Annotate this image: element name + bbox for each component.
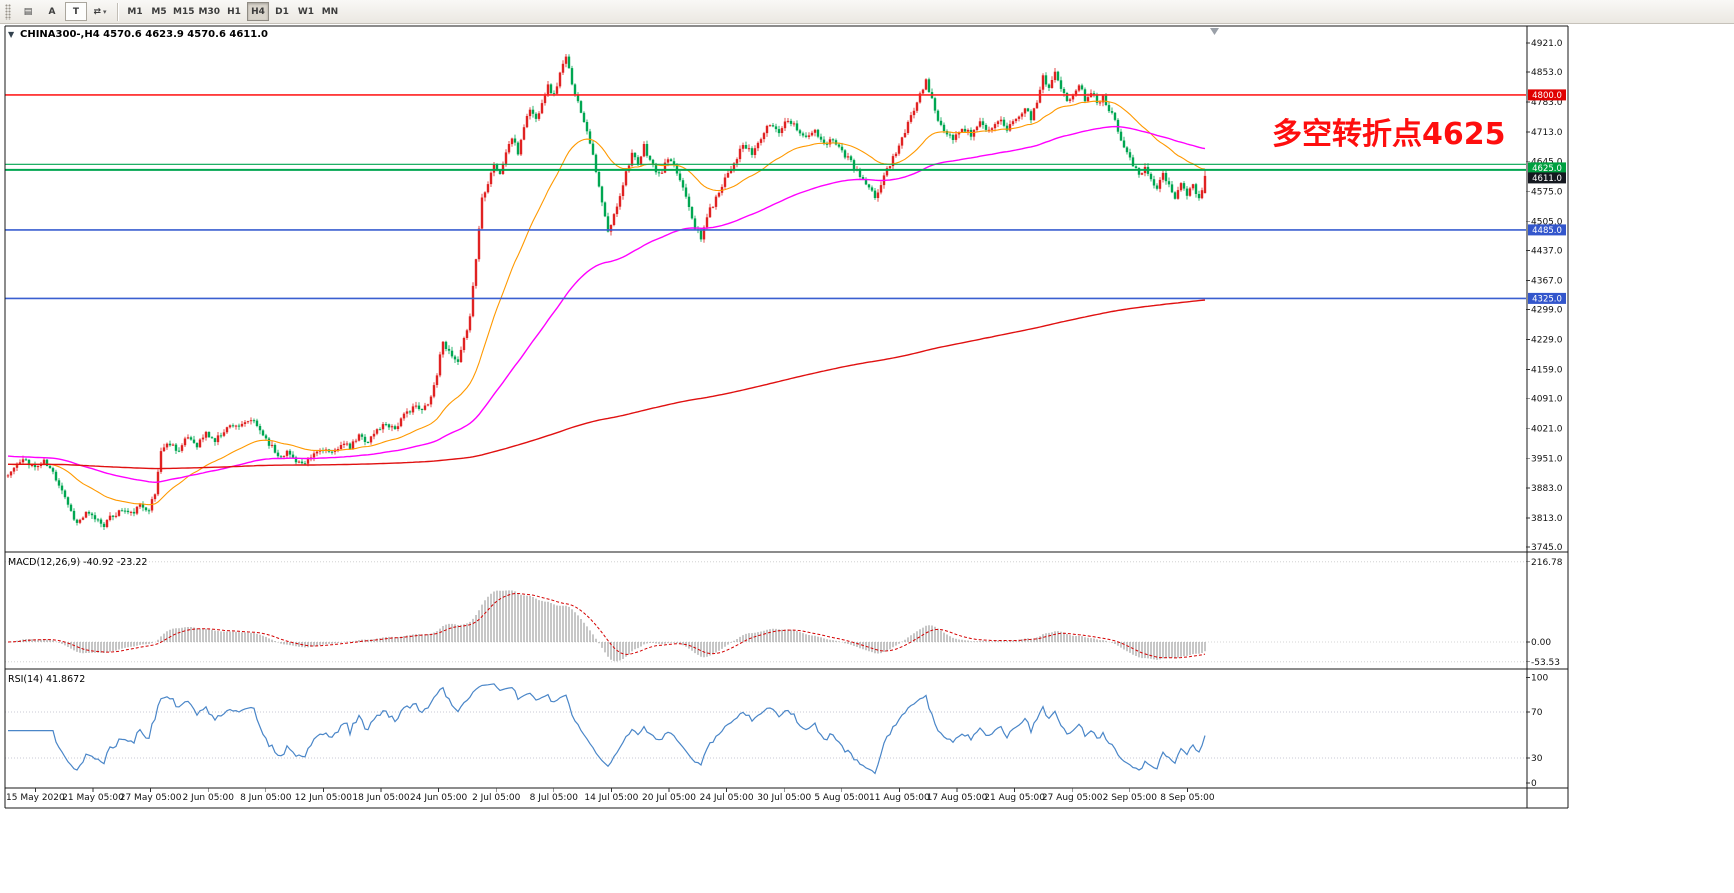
price-axis-label: 3813.0 xyxy=(1531,514,1563,524)
timeframe-d1-button[interactable]: D1 xyxy=(271,2,293,21)
macd-signal-line xyxy=(7,593,1206,659)
macd-histogram xyxy=(10,590,1206,662)
macd-scale-label: 0.00 xyxy=(1531,638,1551,648)
time-axis-label: 2 Sep 05:00 xyxy=(1103,793,1158,803)
time-axis-label: 8 Jul 05:00 xyxy=(530,793,579,803)
price-axis-label: 3745.0 xyxy=(1531,543,1563,553)
time-axis-label: 14 Jul 05:00 xyxy=(584,793,638,803)
time-axis-label: 5 Aug 05:00 xyxy=(814,793,869,803)
dropdown-caret-icon: ▾ xyxy=(103,7,107,16)
level-price-badge-text: 4325.0 xyxy=(1532,294,1562,304)
level-price-badge xyxy=(1528,224,1566,236)
time-axis-label: 17 Aug 05:00 xyxy=(927,793,988,803)
time-axis-label: 8 Jun 05:00 xyxy=(240,793,292,803)
time-axis-label: 24 Jul 05:00 xyxy=(700,793,754,803)
price-axis-label: 4853.0 xyxy=(1531,68,1563,78)
price-axis-label: 4299.0 xyxy=(1531,306,1563,316)
price-axis-label: 4021.0 xyxy=(1531,425,1563,435)
time-axis-label: 24 Jun 05:00 xyxy=(410,793,467,803)
price-axis-label: 4645.0 xyxy=(1531,157,1563,167)
ma-line-medium xyxy=(7,125,1206,484)
timeframe-h1-button[interactable]: H1 xyxy=(223,2,245,21)
time-axis-label: 20 Jul 05:00 xyxy=(642,793,696,803)
arrows-tool-button[interactable]: ⇄ ▾ xyxy=(89,2,111,21)
t-tool-button[interactable]: T xyxy=(65,2,87,21)
current-price-badge-text: 4611.0 xyxy=(1532,174,1562,184)
price-axis-label: 4575.0 xyxy=(1531,187,1563,197)
toolbar-separator xyxy=(117,2,118,21)
time-axis-label: 21 Aug 05:00 xyxy=(984,793,1045,803)
time-axis-label: 21 May 05:00 xyxy=(62,793,124,803)
chart-title: CHINA300-,H4 4570.6 4623.9 4570.6 4611.0 xyxy=(20,29,268,40)
macd-scale-label: -53.53 xyxy=(1531,658,1560,668)
level-price-badge-text: 4485.0 xyxy=(1532,226,1562,236)
rsi-scale-label: 0 xyxy=(1531,779,1537,789)
pane-borders xyxy=(4,25,1569,809)
timeframe-h4-button[interactable]: H4 xyxy=(246,2,269,21)
timeframe-mn-button[interactable]: MN xyxy=(319,2,341,21)
a-tool-icon: A xyxy=(48,6,56,17)
price-axis-label: 4437.0 xyxy=(1531,246,1563,256)
swap-arrows-icon: ⇄ xyxy=(93,6,102,17)
rsi-scale-label: 100 xyxy=(1531,674,1548,684)
price-axis-label: 4921.0 xyxy=(1531,39,1563,49)
toolbar: ▤ A T ⇄ ▾ M1 M5 M15 M30 H1 H4 D1 W1 MN xyxy=(0,0,1734,24)
price-axis-label: 3951.0 xyxy=(1531,455,1563,465)
timeframe-m5-button[interactable]: M5 xyxy=(148,2,170,21)
price-axis-label: 4713.0 xyxy=(1531,128,1563,138)
time-axis-label: 2 Jul 05:00 xyxy=(472,793,521,803)
rsi-scale-label: 30 xyxy=(1531,754,1543,764)
toolbar-drag-handle[interactable] xyxy=(5,3,11,20)
current-price-badge xyxy=(1528,172,1566,184)
time-axis-label: 8 Sep 05:00 xyxy=(1160,793,1215,803)
time-axis-label: 18 Jun 05:00 xyxy=(352,793,409,803)
ma-line-slow xyxy=(8,299,1206,470)
one-click-trading-arrow-icon[interactable]: ▼ xyxy=(8,30,15,39)
time-axis-label: 12 Jun 05:00 xyxy=(295,793,352,803)
chart-layers: 4921.0 4853.0 4783.0 4713.0 4645.0 4575.0 4505… xyxy=(4,25,1569,809)
price-axis-label: 4229.0 xyxy=(1531,336,1563,346)
annotation-text[interactable]: 多空转折点4625 xyxy=(1272,117,1506,152)
price-axis-label: 4159.0 xyxy=(1531,366,1563,376)
level-price-badge xyxy=(1528,162,1566,174)
macd-scale-label: 216.78 xyxy=(1531,558,1563,568)
t-tool-icon: T xyxy=(72,6,80,17)
level-price-badge-text: 4800.0 xyxy=(1532,91,1562,101)
grid-icon-button[interactable]: ▤ xyxy=(17,2,39,21)
chart-canvas[interactable]: 4921.0 4853.0 4783.0 4713.0 4645.0 4575.0 4505… xyxy=(0,24,1734,814)
level-price-badge xyxy=(1528,292,1566,304)
time-axis-label: 30 Jul 05:00 xyxy=(757,793,811,803)
time-axis-label: 2 Jun 05:00 xyxy=(182,793,234,803)
level-price-badge xyxy=(1528,89,1566,101)
grid-icon: ▤ xyxy=(23,6,33,17)
timeframe-m1-button[interactable]: M1 xyxy=(124,2,146,21)
rsi-indicator-label: RSI(14) 41.8672 xyxy=(8,674,85,685)
time-axis-label: 11 Aug 05:00 xyxy=(869,793,930,803)
level-price-badge-text: 4625.0 xyxy=(1532,164,1562,174)
price-axis-label: 4505.0 xyxy=(1531,217,1563,227)
rsi-line xyxy=(8,683,1206,775)
time-axis-label: 27 May 05:00 xyxy=(120,793,182,803)
time-axis-label: 27 Aug 05:00 xyxy=(1042,793,1103,803)
macd-indicator-label: MACD(12,26,9) -40.92 -23.22 xyxy=(8,557,147,568)
timeframe-m30-button[interactable]: M30 xyxy=(197,2,220,21)
time-axis-label: 15 May 2020 xyxy=(6,793,65,803)
chart-shift-marker[interactable] xyxy=(1210,28,1219,35)
timeframe-m15-button[interactable]: M15 xyxy=(172,2,195,21)
price-axis-label: 4783.0 xyxy=(1531,98,1563,108)
timeframe-w1-button[interactable]: W1 xyxy=(295,2,317,21)
price-axis-label: 4367.0 xyxy=(1531,276,1563,286)
rsi-scale-label: 70 xyxy=(1531,708,1543,718)
a-tool-button[interactable]: A xyxy=(41,2,63,21)
price-axis-label: 4091.0 xyxy=(1531,395,1563,405)
ma-line-fast xyxy=(7,100,1206,506)
price-axis-label: 3883.0 xyxy=(1531,484,1563,494)
